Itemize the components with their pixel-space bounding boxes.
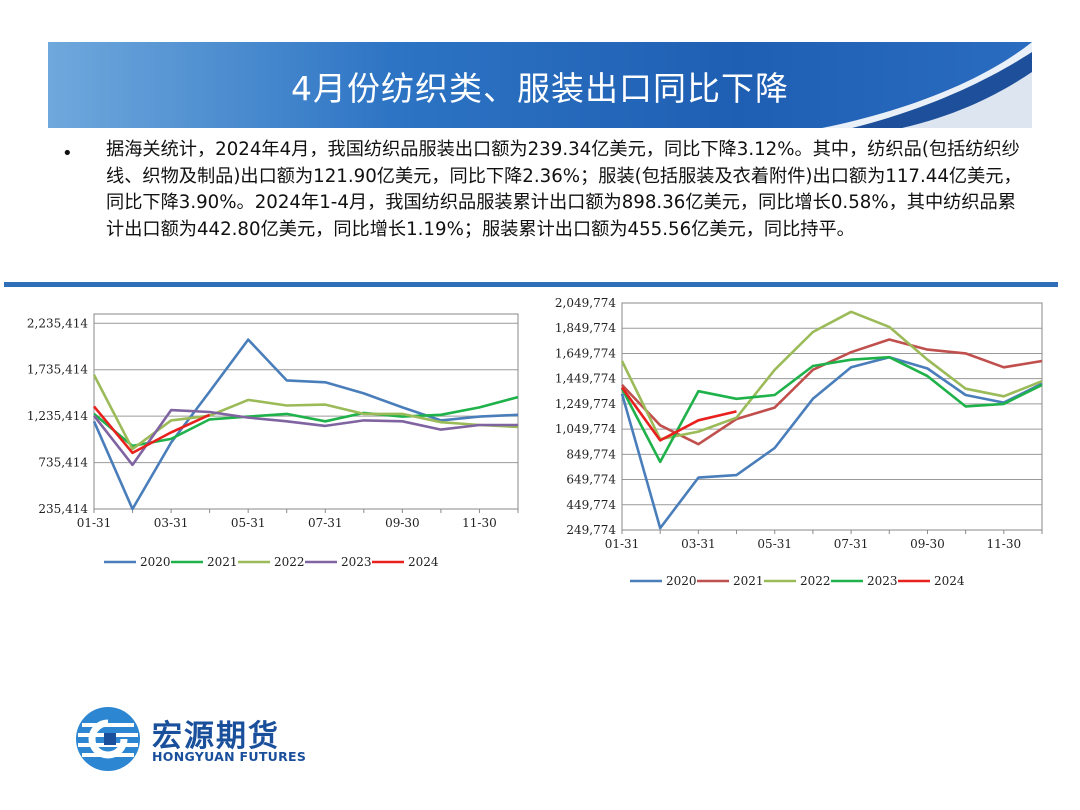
section-divider bbox=[4, 282, 1058, 287]
legend-label-2021: 2021 bbox=[733, 574, 764, 588]
legend-label-2023: 2023 bbox=[341, 555, 372, 569]
logo-name-cn: 宏源期货 bbox=[152, 719, 280, 754]
legend-label-2024: 2024 bbox=[934, 574, 965, 588]
x-tick-label: 01-31 bbox=[605, 537, 640, 551]
chart-left: 235,414 735,414 1,235,414 1,735,414 2,235,41… bbox=[4, 290, 524, 575]
chart-right: 249,774 449,774 649,774 849,774 1,049,774 1,2… bbox=[536, 290, 1056, 595]
legend-label-2022: 2022 bbox=[800, 574, 831, 588]
x-tick-label: 09-30 bbox=[910, 537, 945, 551]
y-tick-label: 1,235,414 bbox=[27, 409, 88, 423]
page-title: 4月份纺织类、服装出口同比下降 bbox=[291, 69, 789, 108]
logo-name-en: HONGYUAN FUTURES bbox=[152, 749, 307, 764]
y-tick-label: 1,649,774 bbox=[555, 346, 616, 360]
legend-label-2020: 2020 bbox=[140, 555, 171, 569]
x-tick-label: 09-30 bbox=[385, 516, 420, 530]
y-tick-label: 1,249,774 bbox=[555, 397, 616, 411]
y-tick-label: 735,414 bbox=[38, 456, 88, 470]
legend-label-2022: 2022 bbox=[274, 555, 305, 569]
y-tick-label: 649,774 bbox=[566, 473, 616, 487]
bullet-marker: • bbox=[62, 143, 73, 164]
y-tick-label: 249,774 bbox=[566, 523, 616, 537]
x-tick-label: 01-31 bbox=[77, 516, 112, 530]
x-tick-label: 07-31 bbox=[308, 516, 343, 530]
summary-paragraph: 据海关统计，2024年4月，我国纺织品服装出口额为239.34亿美元，同比下降3… bbox=[106, 139, 1022, 240]
y-tick-label: 1,449,774 bbox=[555, 372, 616, 386]
x-tick-label: 11-30 bbox=[462, 516, 497, 530]
x-tick-label: 03-31 bbox=[681, 537, 716, 551]
chart-svg-0: 235,414 735,414 1,235,414 1,735,414 2,235,41… bbox=[27, 313, 519, 569]
x-tick-label: 03-31 bbox=[154, 516, 189, 530]
series-line-2020 bbox=[620, 355, 1043, 530]
y-tick-label: 1,849,774 bbox=[555, 321, 616, 335]
x-tick-label: 07-31 bbox=[834, 537, 869, 551]
series-line-2020 bbox=[92, 338, 519, 511]
series-line-2022 bbox=[620, 310, 1043, 441]
legend-label-2024: 2024 bbox=[408, 555, 439, 569]
series-line-2024 bbox=[620, 386, 737, 442]
y-tick-label: 1,735,414 bbox=[27, 363, 88, 377]
y-tick-label: 849,774 bbox=[566, 447, 616, 461]
y-tick-label: 2,049,774 bbox=[555, 296, 616, 310]
plot-area-1 bbox=[621, 302, 1043, 531]
x-tick-label: 05-31 bbox=[231, 516, 266, 530]
series-line-2023 bbox=[620, 355, 1043, 464]
y-tick-label: 1,049,774 bbox=[555, 422, 616, 436]
title-banner: 4月份纺织类、服装出口同比下降 bbox=[48, 42, 1032, 128]
x-tick-label: 05-31 bbox=[757, 537, 792, 551]
series-line-2021 bbox=[621, 338, 1043, 446]
logo-mark-icon bbox=[76, 707, 140, 771]
series-line-2022 bbox=[92, 374, 519, 451]
y-tick-label: 235,414 bbox=[38, 502, 88, 516]
plot-area-0 bbox=[93, 313, 519, 510]
series-line-2023 bbox=[92, 408, 518, 467]
y-tick-label: 449,774 bbox=[566, 498, 616, 512]
series-line-2024 bbox=[92, 405, 211, 455]
legend-label-2021: 2021 bbox=[207, 555, 238, 569]
legend-label-2020: 2020 bbox=[666, 574, 697, 588]
x-tick-label: 11-30 bbox=[987, 537, 1022, 551]
series-line-2021 bbox=[93, 395, 519, 448]
legend-label-2023: 2023 bbox=[867, 574, 898, 588]
banner-swoosh-decoration bbox=[822, 42, 1032, 128]
y-tick-label: 2,235,414 bbox=[27, 316, 88, 330]
company-logo: 宏源期货 HONGYUAN FUTURES bbox=[74, 703, 374, 775]
chart-svg-1: 249,774 449,774 649,774 849,774 1,049,774 1,2… bbox=[555, 296, 1043, 588]
